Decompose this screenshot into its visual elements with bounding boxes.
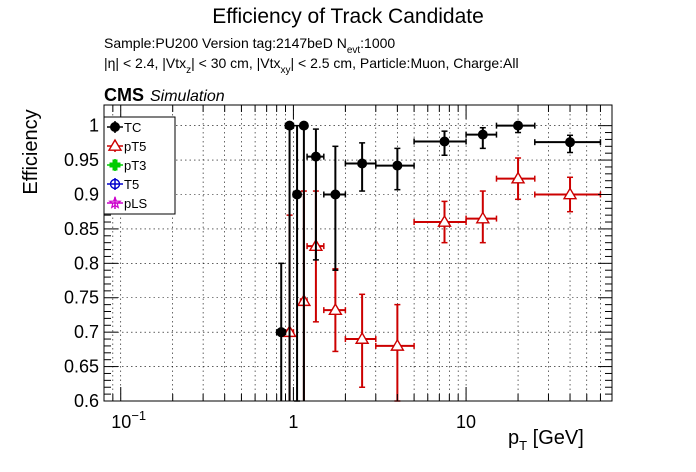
data-point-tc [298, 120, 309, 401]
data-point-tc [284, 120, 295, 401]
plot-frame [103, 104, 613, 402]
y-tick-label: 1 [89, 116, 99, 136]
x-axis-title-p: p [508, 427, 519, 449]
legend-entry-pt5: pT5 [107, 138, 146, 154]
y-tick-label: 0.9 [74, 184, 99, 204]
marker-tc [276, 327, 287, 338]
sample-info-line: Sample:PU200 Version tag:2147beD Nevt:10… [104, 35, 395, 56]
x-tick-label: 1 [288, 412, 298, 432]
marker-tc [357, 158, 368, 169]
x-axis-title-subscript: T [519, 438, 527, 453]
data-point-pt5 [413, 200, 467, 244]
grid-lines [103, 105, 613, 402]
data-point-pt5 [465, 190, 498, 244]
marker-tc [330, 189, 341, 200]
marker-pt5 [475, 211, 491, 224]
marker-tc [439, 136, 450, 147]
data-point-pt5 [375, 303, 415, 402]
marker-tc [284, 120, 295, 131]
legend-entry-pls: pLS [107, 195, 147, 211]
legend-label: T5 [124, 177, 139, 192]
marker-pt5 [354, 331, 370, 344]
marker-tc [298, 120, 309, 131]
data-point-tc [323, 145, 347, 271]
legend-entry-pt3: pT3 [107, 158, 146, 173]
data-point-pt5 [495, 157, 536, 201]
y-tick-label: 0.7 [74, 322, 99, 342]
cut-vtx-z: | < 30 cm, |Vtx [191, 55, 280, 71]
data-point-tc [275, 262, 287, 401]
data-point-tc [375, 147, 415, 191]
legend-entry-tc: TC [107, 120, 141, 135]
data-point-tc [306, 128, 325, 261]
marker-tc [513, 120, 524, 131]
x-axis-title-unit: [GeV] [527, 427, 584, 449]
marker-tc [477, 129, 488, 140]
legend-marker [108, 195, 122, 209]
data-point-tc [534, 134, 602, 154]
data-point-pt5 [323, 268, 347, 353]
x-axis-title: pT [GeV] [508, 427, 584, 453]
marker-pt5 [328, 302, 343, 316]
marker-pt5 [437, 214, 452, 227]
cut-eta: |η| < 2.4, |Vtx [104, 55, 186, 71]
selection-cuts-line: |η| < 2.4, |Vtxz| < 30 cm, |Vtxxy| < 2.5… [104, 55, 519, 76]
marker-tc [310, 151, 321, 162]
legend-label: pLS [124, 196, 147, 211]
axis-tick-labels: 0.6 0.65 0.7 0.75 0.8 0.85 0.9 0.95 1 10−1 1 10 [64, 116, 476, 432]
axis-ticks [103, 105, 613, 402]
cms-text: CMS [104, 85, 144, 105]
marker-pt5 [510, 171, 526, 184]
y-tick-label: 0.8 [74, 253, 99, 273]
y-tick-label: 0.75 [64, 288, 99, 308]
legend-marker [110, 122, 120, 132]
data-point-tc [292, 124, 303, 402]
legend-marker [109, 178, 121, 190]
y-tick-label: 0.85 [64, 219, 99, 239]
series-tc [275, 120, 602, 402]
marker-tc [292, 189, 303, 200]
vtx-z-subscript: z [186, 65, 191, 76]
simulation-text: Simulation [150, 88, 225, 105]
legend-marker [109, 159, 121, 171]
vtx-xy-subscript: xy [280, 65, 290, 76]
data-point-pt5 [344, 293, 377, 388]
legend: TC pT5 pT3 T5 pLS [103, 116, 176, 215]
x-tick-label: 10−1 [111, 408, 146, 432]
marker-tc [565, 137, 576, 148]
marker-tc [392, 160, 403, 171]
chart-title: Efficiency of Track Candidate [212, 5, 484, 28]
legend-label: pT3 [124, 158, 146, 173]
data-point-pt5 [534, 176, 602, 213]
data-point-tc [465, 126, 498, 150]
data-series [275, 120, 602, 402]
legend-marker [107, 138, 123, 151]
nevt-subscript: evt [347, 45, 361, 56]
data-point-tc [344, 142, 377, 192]
y-tick-label: 0.65 [64, 357, 99, 377]
legend-label: pT5 [124, 139, 146, 154]
cut-vtx-xy: | < 2.5 cm, Particle:Muon, Charge:All [290, 55, 518, 71]
y-axis-title: Efficiency [20, 109, 42, 194]
marker-pt5 [390, 338, 405, 351]
nevt-value: :1000 [360, 35, 395, 51]
legend-entry-t5: T5 [107, 177, 139, 192]
cms-label: CMS Simulation [104, 85, 225, 105]
y-tick-label: 0.6 [74, 391, 99, 411]
legend-label: TC [124, 120, 141, 135]
sample-info-text: Sample:PU200 Version tag:2147beD N [104, 35, 347, 51]
data-point-tc [495, 120, 536, 134]
marker-pt5 [562, 187, 578, 200]
y-tick-label: 0.95 [64, 150, 99, 170]
x-tick-label: 10 [456, 412, 476, 432]
data-point-tc [413, 130, 467, 157]
